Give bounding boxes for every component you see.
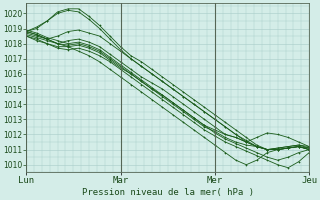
X-axis label: Pression niveau de la mer( hPa ): Pression niveau de la mer( hPa )	[82, 188, 254, 197]
